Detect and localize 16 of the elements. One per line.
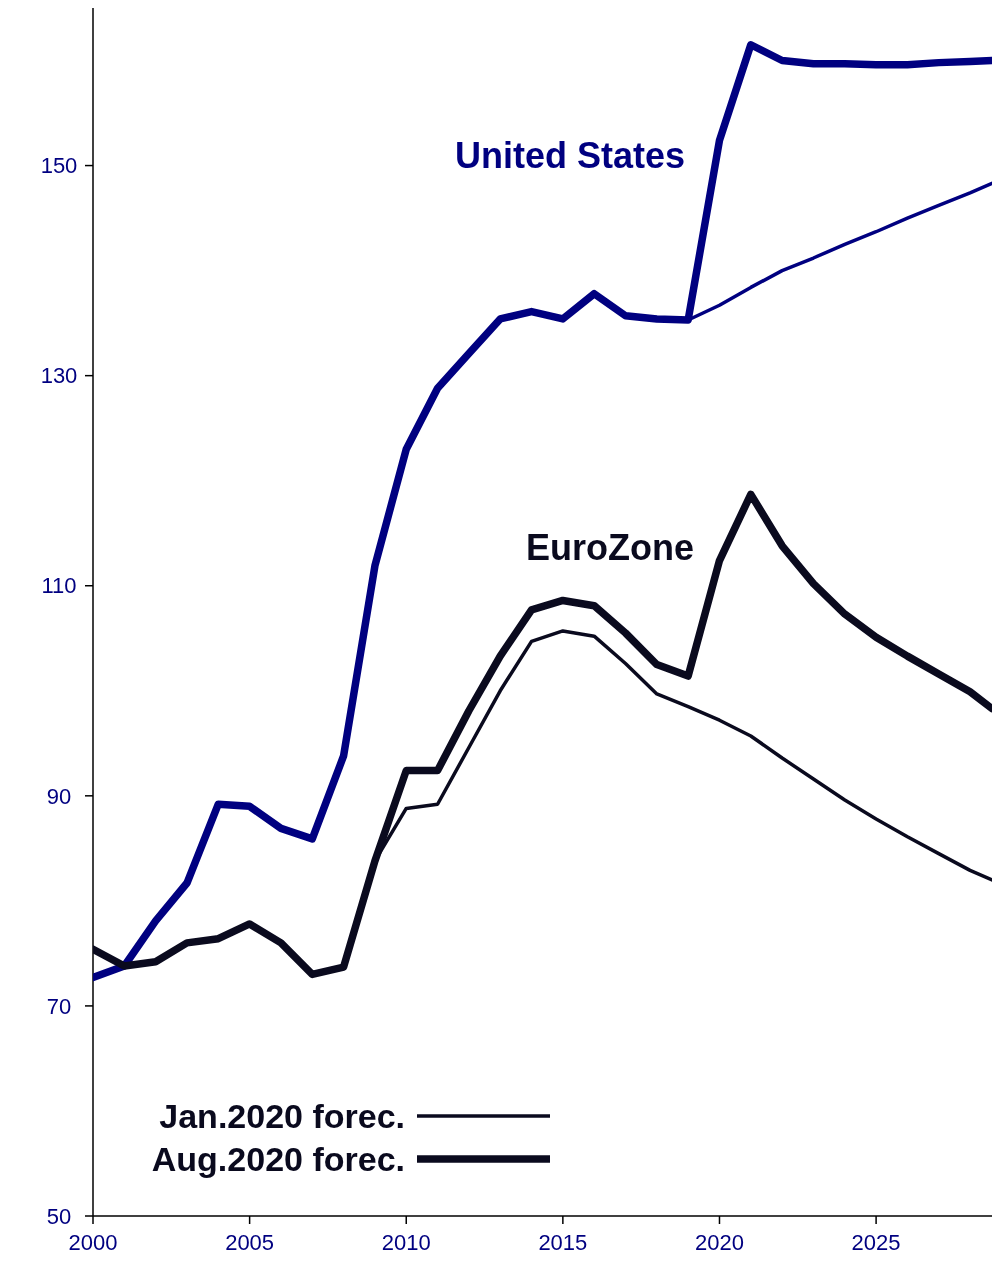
legend-label: Aug.2020 forec. <box>151 1139 405 1178</box>
y-tick-label: 50 <box>46 1203 72 1229</box>
x-tick-label: 2025 <box>851 1230 901 1255</box>
y-tick-label: 130 <box>40 363 78 389</box>
annotation: EuroZone <box>526 526 694 568</box>
annotation: United States <box>454 134 686 176</box>
x-tick-label: 2010 <box>381 1230 431 1255</box>
x-tick-label: 2020 <box>695 1230 744 1255</box>
legend-label: Jan.2020 forec. <box>159 1096 405 1135</box>
y-tick-label: 90 <box>46 783 72 809</box>
y-tick-label: 70 <box>46 993 72 1019</box>
x-tick-label: 2000 <box>68 1230 118 1255</box>
y-tick-label: 150 <box>40 153 78 179</box>
x-tick-label: 2015 <box>538 1230 588 1255</box>
x-tick-label: 2005 <box>225 1230 275 1255</box>
y-tick-label: 110 <box>41 573 77 599</box>
